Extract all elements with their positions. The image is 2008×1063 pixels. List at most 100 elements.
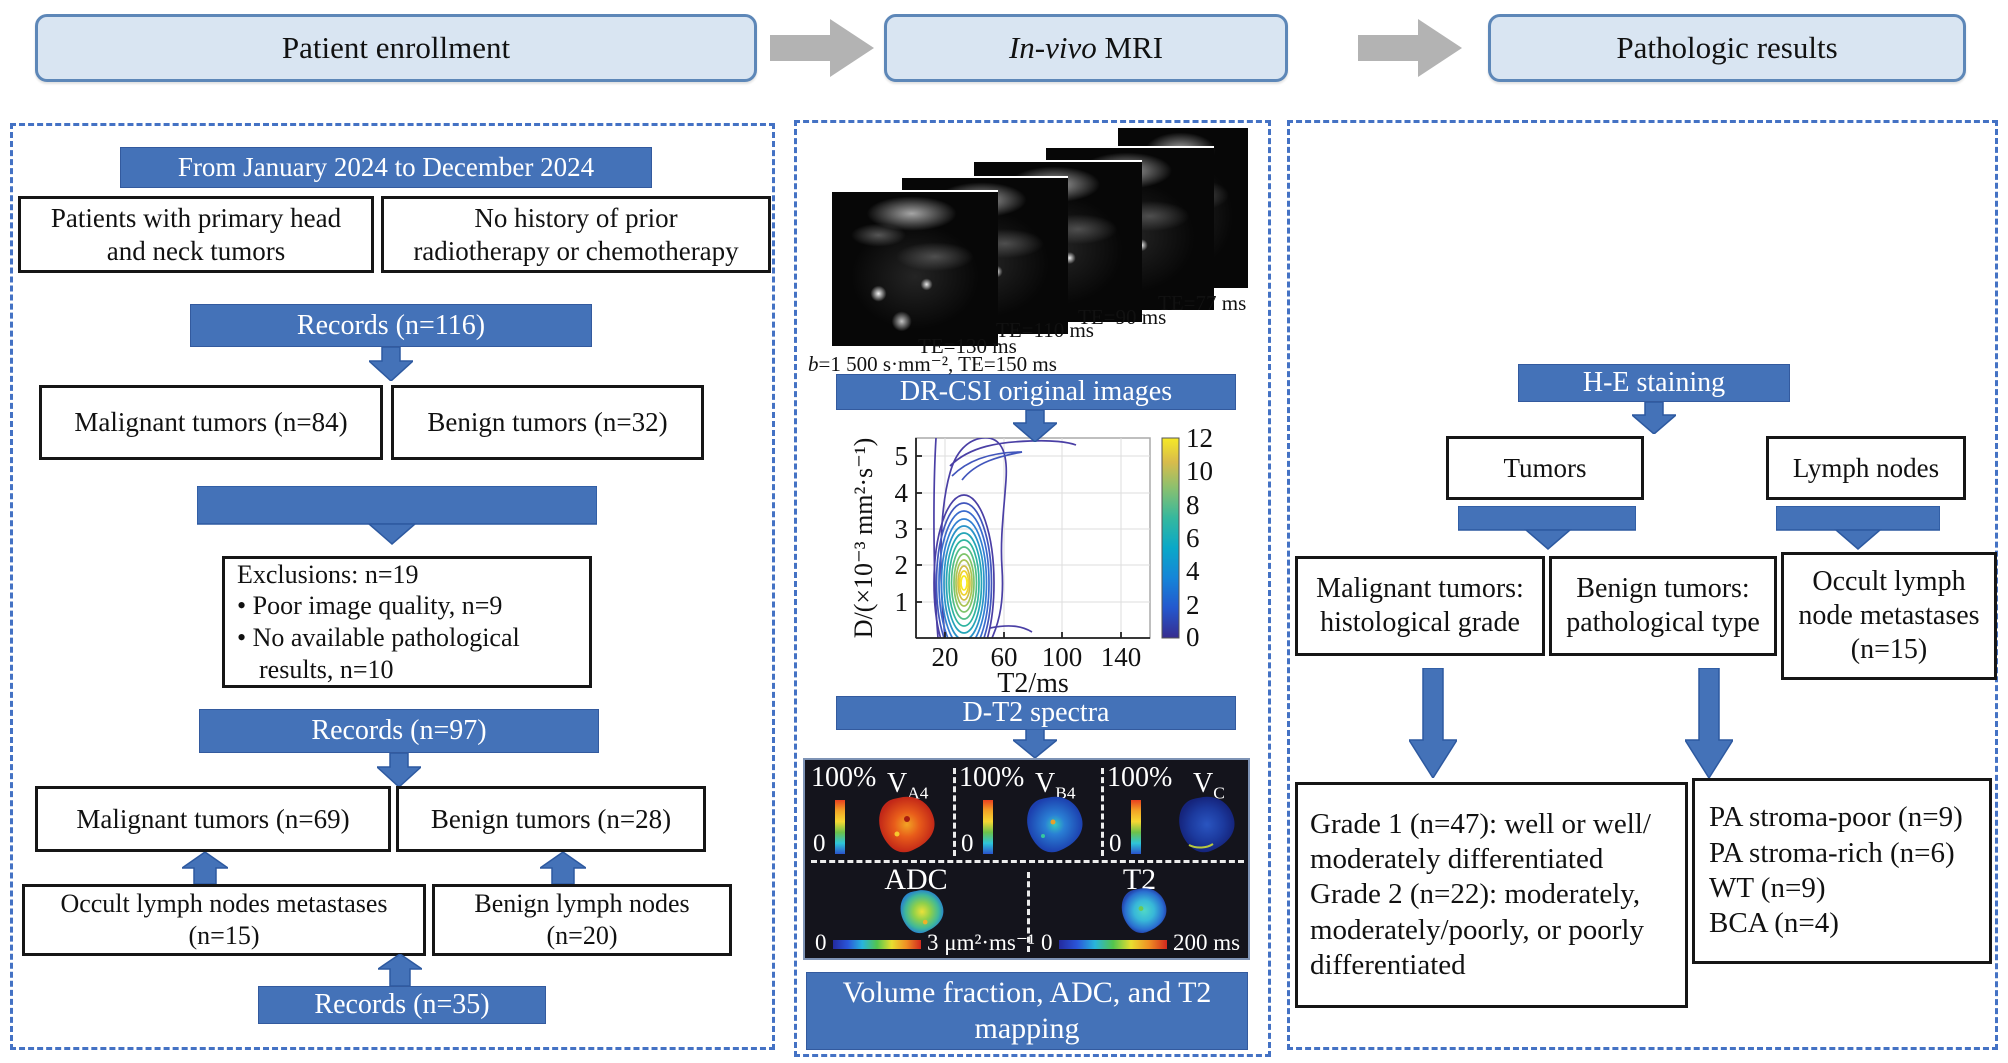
records-116-banner: Records (n=116) bbox=[190, 304, 592, 347]
y-tick: 5 bbox=[895, 441, 909, 471]
vc-scale-min: 0 bbox=[1109, 830, 1122, 857]
x-tick: 20 bbox=[932, 642, 959, 672]
adc-map-label: ADC bbox=[884, 863, 948, 896]
y-tick: 1 bbox=[895, 587, 909, 617]
t2-map-image bbox=[1121, 888, 1167, 934]
stage-header-label: MRI bbox=[1096, 30, 1164, 65]
y-tick: 4 bbox=[895, 478, 909, 508]
flow-down-arrow-icon bbox=[377, 753, 421, 787]
d-t2-spectra-banner: D-T2 spectra bbox=[836, 696, 1236, 730]
stage-header-pathologic-results: Pathologic results bbox=[1488, 14, 1966, 82]
vc-map-label: VC bbox=[1193, 768, 1225, 803]
cbar-tick: 2 bbox=[1186, 590, 1200, 620]
exclusions-box: Exclusions: n=19 • Poor image quality, n… bbox=[222, 556, 592, 688]
stage-header-patient-enrollment: Patient enrollment bbox=[35, 14, 757, 82]
vb4-map-image bbox=[1027, 796, 1083, 853]
vb4-scale-min: 0 bbox=[961, 830, 974, 857]
va4-scale-max: 100% bbox=[811, 762, 877, 793]
tumors-box: Tumors bbox=[1446, 436, 1644, 500]
va4-scale-min: 0 bbox=[813, 830, 826, 857]
pathological-type-results-box: PA stroma-poor (n=9) PA stroma-rich (n=6… bbox=[1692, 778, 1992, 964]
histology-image bbox=[1530, 148, 1788, 352]
divider bbox=[811, 860, 1244, 863]
flow-up-arrow-icon bbox=[182, 852, 228, 884]
vb4-scale-max: 100% bbox=[959, 762, 1025, 793]
flow-bar-down-arrow-icon bbox=[1776, 506, 1940, 550]
malignant-grade-box: Malignant tumors: histological grade bbox=[1295, 556, 1545, 656]
adc-scale-bar bbox=[833, 940, 921, 949]
plot-frame bbox=[915, 437, 1151, 639]
va4-colorbar bbox=[835, 800, 845, 854]
lymph-nodes-box: Lymph nodes bbox=[1766, 436, 1966, 500]
divider bbox=[1027, 872, 1030, 952]
flow-long-down-arrow-icon bbox=[1685, 668, 1733, 778]
x-tick: 60 bbox=[991, 642, 1018, 672]
x-tick: 140 bbox=[1101, 642, 1142, 672]
y-axis-label: D/(×10⁻³ mm²·s⁻¹) bbox=[850, 438, 878, 639]
stage-header-invivo-mri: In-vivo MRI bbox=[884, 14, 1288, 82]
benign-type-box: Benign tumors: pathological type bbox=[1549, 556, 1777, 656]
cbar-tick: 10 bbox=[1186, 456, 1213, 486]
te130-label: TE=130 ms bbox=[918, 334, 1017, 358]
benign-28-box: Benign tumors (n=28) bbox=[396, 786, 706, 852]
colorbar bbox=[1161, 437, 1180, 639]
vb4-colorbar bbox=[983, 800, 993, 854]
benign-lymph-nodes-box: Benign lymph nodes (n=20) bbox=[432, 884, 732, 956]
invivo-mri-panel bbox=[794, 120, 1271, 1057]
y-tick: 3 bbox=[895, 514, 909, 544]
divider bbox=[1101, 768, 1104, 856]
benign-32-box: Benign tumors (n=32) bbox=[391, 385, 704, 460]
dr-csi-banner: DR-CSI original images bbox=[836, 374, 1236, 410]
x-axis-label: T2/ms bbox=[997, 668, 1069, 696]
flow-right-arrow-icon bbox=[1358, 19, 1462, 77]
flow-long-down-arrow-icon bbox=[1409, 668, 1457, 778]
cbar-tick: 8 bbox=[1186, 490, 1200, 520]
t2-scale-min: 0 bbox=[1041, 930, 1053, 955]
no-history-box: No history of prior radiotherapy or chem… bbox=[381, 196, 771, 273]
cbar-tick: 0 bbox=[1186, 622, 1200, 652]
patient-enrollment-panel bbox=[10, 123, 775, 1050]
flow-bar-down-arrow-icon bbox=[197, 486, 597, 545]
b-value-te150-label: b=1 500 s·mm⁻², TE=150 ms bbox=[808, 352, 1057, 376]
adc-scale-min: 0 bbox=[815, 930, 827, 955]
adc-map-image bbox=[900, 890, 944, 934]
flow-down-arrow-icon bbox=[1632, 402, 1676, 434]
cbar-tick: 6 bbox=[1186, 523, 1200, 553]
grade-results-box: Grade 1 (n=47): well or well/ moderately… bbox=[1295, 782, 1688, 1008]
mri-image-te150 bbox=[830, 190, 998, 346]
cbar-tick: 12 bbox=[1186, 423, 1213, 453]
d-t2-spectra-plot: 5 4 3 2 1 20 60 100 140 T2/ms D/(×10⁻³ m… bbox=[850, 423, 1213, 696]
flow-right-arrow-icon bbox=[770, 19, 874, 77]
te90-label: TE=90 ms bbox=[1078, 305, 1167, 329]
malignant-84-box: Malignant tumors (n=84) bbox=[39, 385, 383, 460]
date-range-banner: From January 2024 to December 2024 bbox=[120, 147, 652, 188]
va4-map-image bbox=[879, 796, 935, 853]
records-35-banner: Records (n=35) bbox=[258, 986, 546, 1024]
parameter-maps-panel: 100% VA4 0 100% VB4 0 100% VC 0 ADC 0 3 … bbox=[803, 758, 1250, 960]
divider bbox=[953, 768, 956, 856]
te77-label: TE=77 ms bbox=[1158, 291, 1247, 315]
stage-header-label-italic: In-vivo bbox=[1008, 30, 1097, 65]
flow-down-arrow-icon bbox=[1013, 410, 1057, 442]
records-97-banner: Records (n=97) bbox=[199, 709, 599, 753]
adc-scale-max: 3 μm²·ms⁻¹ bbox=[927, 930, 1035, 955]
flow-up-arrow-icon bbox=[378, 954, 422, 986]
he-staining-banner: H-E staining bbox=[1518, 364, 1790, 402]
malignant-69-box: Malignant tumors (n=69) bbox=[35, 786, 391, 852]
contour-lines bbox=[933, 438, 1077, 638]
vc-colorbar bbox=[1131, 800, 1141, 854]
flow-up-arrow-icon bbox=[540, 852, 586, 884]
flow-down-arrow-icon bbox=[1013, 729, 1057, 758]
x-tick: 100 bbox=[1042, 642, 1083, 672]
cbar-tick: 4 bbox=[1186, 556, 1200, 586]
vc-scale-max: 100% bbox=[1107, 762, 1173, 793]
y-tick: 2 bbox=[895, 550, 909, 580]
stage-header-label: Pathologic results bbox=[1616, 30, 1838, 65]
t2-scale-bar bbox=[1059, 940, 1167, 949]
primary-tumors-box: Patients with primary head and neck tumo… bbox=[18, 196, 374, 273]
t2-scale-max: 200 ms bbox=[1173, 930, 1241, 955]
volume-fraction-banner: Volume fraction, ADC, and T2 mapping bbox=[806, 972, 1248, 1050]
stage-header-label: Patient enrollment bbox=[281, 30, 511, 65]
flow-down-arrow-icon bbox=[369, 347, 413, 381]
